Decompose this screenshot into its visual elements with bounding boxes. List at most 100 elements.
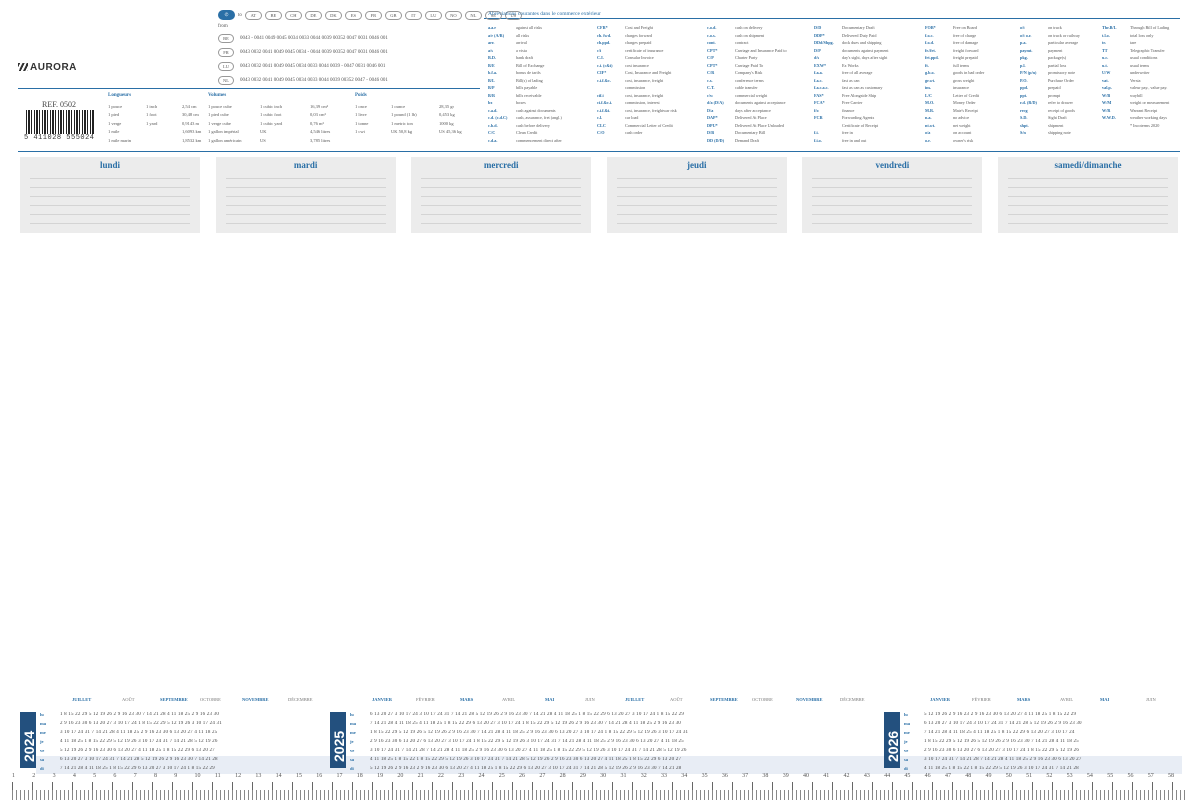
abbreviation-meaning: cash on shipment	[735, 32, 765, 38]
day-number-row: 4 11 18 25 1 8 15 22 29 5 12 19 26 3 10 …	[60, 739, 218, 744]
abbreviation-code: C.T.	[707, 85, 715, 90]
month-label: SEPTEMBRE	[160, 697, 188, 702]
conversion-cell: 1 ounce	[391, 103, 406, 109]
month-label: JANVIER	[930, 697, 951, 702]
conversion-cell: 0,9143 m	[182, 120, 200, 126]
abbreviation-item: CIF* Cost, Insurance and Freight	[597, 69, 677, 77]
ref-number: REF. 0502	[42, 100, 77, 109]
abbreviation-item: EXW* Ex Works	[814, 62, 889, 70]
abbreviation-meaning: full terms	[953, 62, 970, 68]
abbreviation-code: p.l.	[1020, 62, 1026, 68]
abbreviation-meaning: contract	[735, 40, 749, 45]
abbreviation-meaning: goods in bad order	[953, 70, 985, 75]
month-label: MAI	[1100, 697, 1110, 702]
abbreviation-meaning: usual terms	[1130, 62, 1150, 68]
abbreviation-item: M.O. Money Order	[925, 99, 984, 107]
abbreviation-meaning: finance	[842, 107, 855, 113]
logo-mark-icon	[18, 63, 28, 72]
conversion-weights: Poids 1 once 1 ounce 28,35 gr 1 livre 1 pound…	[355, 92, 479, 137]
writing-line	[616, 205, 777, 206]
day-box-mardi: mardi	[215, 157, 396, 233]
abbreviation-code: ins.	[925, 85, 932, 90]
ruler-number: 18	[356, 773, 363, 779]
abbreviation-item: C/P Charter Party	[707, 54, 787, 62]
abbreviation-code: fr./frt.	[925, 47, 936, 53]
ruler-number: 23	[458, 773, 465, 779]
ruler-number: 45	[904, 773, 911, 779]
writing-line	[1008, 178, 1168, 179]
day-box-lundi: lundi	[20, 157, 200, 233]
abbreviation-item: B/L Bill(s) of lading	[488, 77, 562, 85]
month-label: FÉVRIER	[416, 697, 435, 702]
weekday-label: lu	[904, 712, 908, 717]
abbreviation-code: W/M	[1102, 100, 1112, 105]
ruler-number: 56	[1127, 773, 1134, 779]
abbreviation-meaning: waybill	[1130, 92, 1143, 98]
abbreviation-code: p.a.	[1020, 40, 1027, 45]
abbreviation-item: a/s a vista	[488, 47, 562, 55]
conversion-cell: 1,8532 km	[182, 137, 202, 143]
abbreviation-meaning: receipt of goods	[1048, 107, 1075, 113]
abbreviation-code: C/R	[707, 70, 715, 75]
writing-line	[225, 214, 386, 215]
abbreviation-meaning: insurance	[953, 85, 970, 90]
abbreviation-code: FOB*	[925, 25, 936, 30]
abbreviation-meaning: Telegraphic Transfer	[1130, 47, 1165, 53]
abbreviation-code: o.r.	[925, 137, 931, 143]
abbreviation-meaning: prepaid	[1048, 85, 1061, 90]
abbreviation-item: DDP* Delivered Duty Paid	[814, 32, 889, 40]
abbreviation-meaning: Certificate of Receipt	[842, 122, 879, 128]
writing-line	[1008, 187, 1168, 188]
abbreviation-meaning: no advice	[953, 115, 970, 120]
abbreviation-meaning: free of damage	[953, 40, 979, 45]
country-code: AT	[244, 10, 262, 20]
abbreviation-meaning: Documentary Bill	[735, 130, 766, 135]
day-number-row: 6 13 20 27 3 10 17 24 3 10 17 24 31 7 14…	[370, 712, 685, 717]
abbreviation-item: B.D. bank draft	[488, 54, 562, 62]
abbreviation-item: p.l. partial loss	[1020, 62, 1080, 70]
abbreviation-code: FCA*	[814, 100, 825, 105]
abbreviation-meaning: underwriter	[1130, 70, 1150, 75]
conversion-cell: 30,48 cm	[182, 112, 199, 117]
abbreviation-meaning: Versta	[1130, 77, 1141, 83]
ruler	[12, 772, 1188, 800]
ruler-number: 52	[1046, 773, 1053, 779]
day-number-row: 3 10 17 24 31 7 14 21 28 4 11 18 25 2 9 …	[60, 730, 218, 735]
abbreviation-code: c.d. (c.d.C)	[488, 115, 508, 120]
ruler-number: 28	[559, 773, 566, 779]
conversion-cell: 1 livre	[355, 112, 367, 117]
conversion-cell: 1 pound (1 lb)	[391, 112, 417, 117]
day-number-row: 7 14 21 28 4 11 18 25 1 8 15 22 29 6 13 …	[60, 766, 215, 771]
ruler-number: 17	[336, 773, 343, 779]
abbreviation-item: cif.i cost, insurance, freight	[597, 92, 677, 100]
month-label: SEPTEMBRE	[710, 697, 738, 702]
ruler-number: 47	[944, 773, 951, 779]
abbreviation-code: D/a	[707, 107, 714, 113]
ruler-number: 46	[924, 773, 931, 779]
abbreviation-meaning: charges forward	[625, 32, 653, 38]
conversion-volumes: Volumes 1 pouce cube 1 cubic inch 16,39 cm³…	[208, 92, 350, 145]
conversion-row: 1 mile 1,6093 km	[108, 128, 222, 137]
ruler-number: 48	[965, 773, 972, 779]
abbreviation-code: L/C	[925, 92, 932, 98]
abbreviation-code: gr.wt.	[925, 77, 936, 83]
ruler-number: 29	[579, 773, 586, 779]
month-label: FÉVRIER	[972, 697, 991, 702]
abbreviation-meaning: cash before delivery	[516, 122, 550, 128]
abbreviation-code	[814, 122, 838, 130]
abbreviation-code: c.i.f.&c.	[597, 77, 611, 83]
abbreviation-meaning: shipping note	[1048, 130, 1071, 135]
weekday-label: je	[350, 739, 354, 744]
abbreviation-item: D/a days after acceptance	[707, 107, 787, 115]
writing-line	[30, 223, 190, 224]
day-number-row: 4 11 18 25 1 8 15 22 1 8 15 22 29 5 12 1…	[370, 757, 682, 762]
abbreviation-column: o/t on truck o/t o.r. on truck or railway p.…	[1020, 24, 1080, 137]
conversion-row: 1 tonne 1 metric ton 1000 kg	[355, 120, 479, 129]
abbreviation-meaning: tare	[1130, 40, 1137, 45]
abbreviation-meaning: freight prepaid	[953, 55, 978, 60]
abbreviation-meaning: commercial weight	[735, 92, 768, 98]
abbreviation-item: commission	[597, 84, 677, 92]
abbreviation-item: paymt. payment	[1020, 47, 1080, 55]
abbreviation-item: FAS* Free Alongside Ship	[814, 92, 889, 100]
abbreviation-meaning: Cost, Insurance and Freight	[625, 70, 672, 75]
